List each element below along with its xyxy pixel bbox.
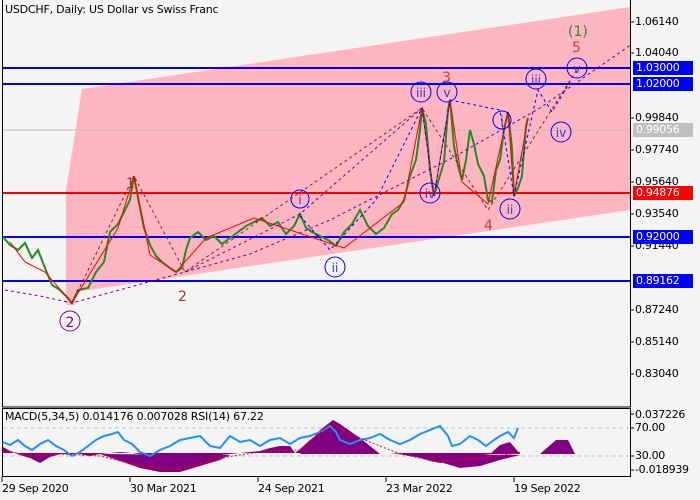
indicator-title: MACD(5,34,5) 0.014176 0.007028 RSI(14) 6… [5,410,264,423]
wave-label-1: 1 [126,176,135,192]
price-tick: 0.93540 [635,207,679,220]
indicator-tick: 70.00 [635,421,665,434]
minor-label-iv-a: iv [425,187,435,201]
time-axis-ticks [1,477,515,482]
minor-wave-circles [59,57,588,332]
level-badge-1.02000: 1.02000 [633,77,693,91]
time-tick: 29 Sep 2020 [2,482,69,495]
minor-label-iv-b: iv [556,126,566,140]
time-tick: 24 Sep 2021 [258,482,325,495]
minor-label-i-a: i [298,193,301,207]
time-tick: 30 Mar 2021 [130,482,197,495]
level-badge-0.92000: 0.92000 [633,230,693,244]
level-badge-1.03000: 1.03000 [633,61,693,75]
rsi-line [2,424,519,458]
price-tick: 1.04040 [635,46,679,59]
time-tick: 19 Sep 2022 [514,482,581,495]
price-tick: 0.97740 [635,143,679,156]
minor-label-iii-b: iii [531,73,541,87]
wave-label-degree: (1) [568,24,588,40]
price-axis-ticks [630,21,634,375]
level-badge-0.94876: 0.94876 [633,186,693,200]
current-price-badge: 0.99056 [633,123,693,137]
macd-signal-line [2,423,521,471]
wave-label-3: 3 [442,70,451,86]
wave-label-5: 5 [572,40,581,56]
indicator-tick: -0.018939 [635,463,689,476]
price-channel [66,7,630,305]
wave-lines [4,43,633,304]
minor-label-v-a: v [443,86,450,100]
indicator-axis-ticks [630,413,634,471]
macd-histogram [3,420,575,472]
time-tick: 23 Mar 2022 [386,482,453,495]
price-tick: 0.95640 [635,175,679,188]
chart-title: USDCHF, Daily: US Dollar vs Swiss Franc [5,3,219,16]
indicator-tick: 0.037226 [635,408,686,421]
wave-label-4: 4 [484,218,493,234]
price-tick: 0.83040 [635,367,679,380]
minor-label-ii-a: ii [332,261,339,275]
minor-label-i-b: i [500,114,503,128]
price-tick: 0.99840 [635,111,679,124]
minor-label-iii-a: iii [416,86,426,100]
price-tick: 1.06140 [635,15,679,28]
circled-label-2: 2 [66,315,75,331]
level-badge-0.89162: 0.89162 [633,274,693,288]
minor-label-v-b: v [573,62,580,76]
price-tick: 0.85140 [635,335,679,348]
indicator-tick: 30.00 [635,449,665,462]
price-tick: 0.87240 [635,303,679,316]
wave-label-2: 2 [178,289,187,305]
minor-label-ii-b: ii [507,203,514,217]
